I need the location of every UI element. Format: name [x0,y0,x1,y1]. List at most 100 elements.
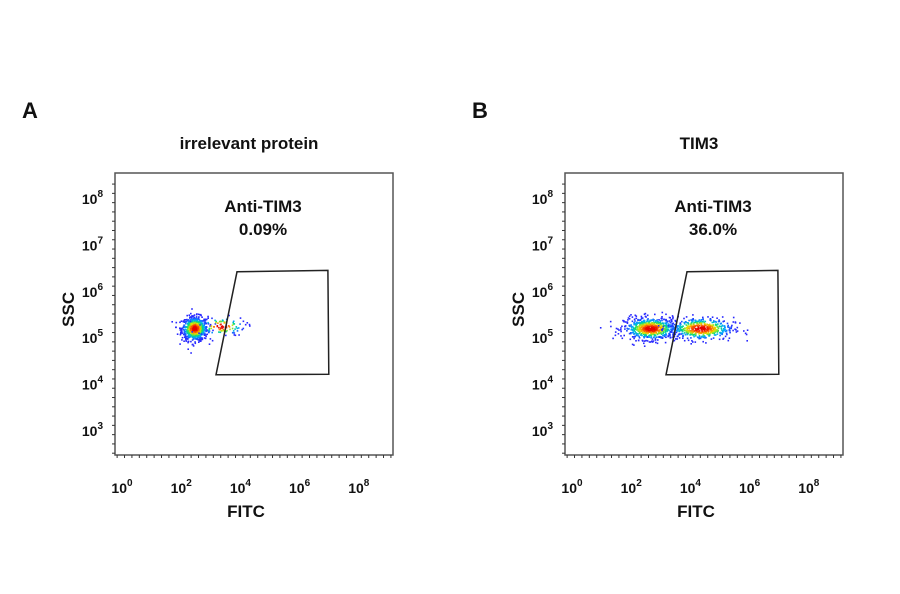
data-point [665,318,667,321]
data-point [653,319,655,321]
data-point [680,333,682,335]
data-point [651,323,653,325]
data-point [186,332,189,334]
data-point [201,320,204,322]
data-point [225,330,227,333]
data-point [200,340,202,342]
data-point [695,335,697,337]
data-point [682,337,684,339]
data-point [189,336,191,338]
data-point [693,324,695,327]
data-point [652,322,655,325]
data-point [623,320,625,323]
data-point [712,328,715,330]
data-point [647,322,650,324]
data-point [203,324,205,326]
data-point [654,331,656,334]
data-point [192,333,194,336]
data-point [199,319,201,322]
data-point [671,328,674,331]
data-point [688,329,691,331]
data-point [202,331,205,333]
data-point [232,332,234,334]
data-point [743,330,745,332]
data-point [219,331,222,334]
data-point [186,322,189,325]
data-point [715,321,717,323]
data-point [198,340,201,342]
data-point [221,325,224,327]
data-point [183,324,185,326]
data-point [671,320,673,323]
plot-frame [564,172,844,456]
data-point [700,322,702,324]
data-point [703,330,706,332]
data-point [649,323,652,326]
data-point [697,326,700,328]
data-point [226,329,228,332]
data-point [201,331,204,334]
data-point [220,320,223,323]
data-point [201,316,203,318]
data-point [197,328,199,330]
data-point [192,338,195,340]
data-point [184,335,187,337]
data-point [712,321,715,324]
data-point [205,330,207,333]
data-point [194,338,197,340]
data-point [640,324,642,326]
data-point [186,326,189,329]
data-point [643,340,646,342]
data-point [650,336,652,338]
data-point [198,329,200,331]
data-point [214,323,217,325]
data-point [703,325,705,328]
data-point [654,330,656,333]
data-point [184,330,186,333]
data-point [730,326,733,328]
data-point [721,316,724,318]
data-point [732,329,734,332]
data-point [644,312,647,315]
data-point [199,332,201,335]
data-point [672,331,674,334]
data-point [208,327,211,330]
data-point [200,326,203,329]
data-point [700,326,702,329]
data-point [219,328,222,331]
data-point [718,319,720,321]
data-point [640,315,643,318]
data-point [621,325,623,328]
data-point [711,321,714,324]
y-tick-label: 105 [82,328,104,346]
gate-name: Anti-TIM3 [674,197,751,216]
plot-title: irrelevant protein [180,134,319,153]
data-point [671,324,674,327]
data-point [635,324,637,326]
data-point [687,339,690,342]
data-point [194,331,196,333]
data-point [646,320,648,323]
data-point [190,332,193,335]
data-point [697,328,700,331]
data-point [687,323,690,325]
data-point [663,318,665,321]
data-point [641,339,644,342]
data-point [220,327,222,329]
data-point [685,316,688,318]
data-point [717,327,720,330]
data-point [648,323,651,325]
data-point [635,315,638,317]
data-point [194,325,196,328]
data-point [707,324,709,326]
data-point [657,327,659,329]
data-point [183,336,186,338]
data-point [683,332,686,334]
data-point [682,325,684,327]
data-point [631,343,634,346]
data-point [208,331,210,333]
data-point [184,336,187,338]
data-point [640,322,642,324]
data-point [648,325,651,328]
data-point [683,317,685,320]
